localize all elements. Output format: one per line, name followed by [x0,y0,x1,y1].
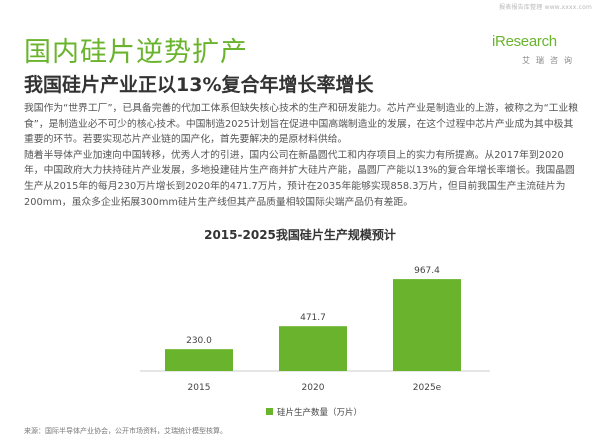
legend-swatch [266,408,273,415]
bar-2020 [279,326,347,371]
bar-chart: 230.0 2015 471.7 2020 967.4 2025e 硅片生产数量（万片） [140,266,490,418]
tick-label-2015: 2015 [188,383,211,393]
legend-label: 硅片生产数量（万片） [277,407,362,418]
page-subtitle: 我国硅片产业正以13%复合年增长率增长 [24,74,374,96]
logo-subtitle: 艾瑞咨询 [522,56,578,65]
tick-label-2025e: 2025e [413,383,442,393]
value-label-2025e: 967.4 [414,266,440,276]
watermark-text: 报表报告库整理 www.xxxx.com [499,4,592,11]
paragraph-2: 随着半导体产业加速向中国转移，优秀人才的引进，国内公司在新晶圆代工和内存项目上的… [24,149,575,208]
iresearch-logo: iResearch 艾瑞咨询 [492,33,578,69]
tick-label-2020: 2020 [302,383,325,393]
body-text: 我国作为“世界工厂”，已具备完善的代加工体系但缺失核心技术的生产和研发能力。芯片… [24,101,580,210]
chart-title: 2015-2025我国硅片生产规模预计 [204,228,396,242]
page-title: 国内硅片逆势扩产 [24,37,248,68]
value-label-2020: 471.7 [300,313,326,323]
source-note: 来源：国际半导体产业协会，公开市场资料，艾瑞统计模型核算。 [24,427,227,435]
value-label-2015: 230.0 [186,336,212,346]
bar-2025e [393,279,461,371]
logo-wordmark: iResearch [492,33,557,50]
bar-2015 [165,349,233,371]
paragraph-1: 我国作为“世界工厂”，已具备完善的代加工体系但缺失核心技术的生产和研发能力。芯片… [24,103,579,146]
